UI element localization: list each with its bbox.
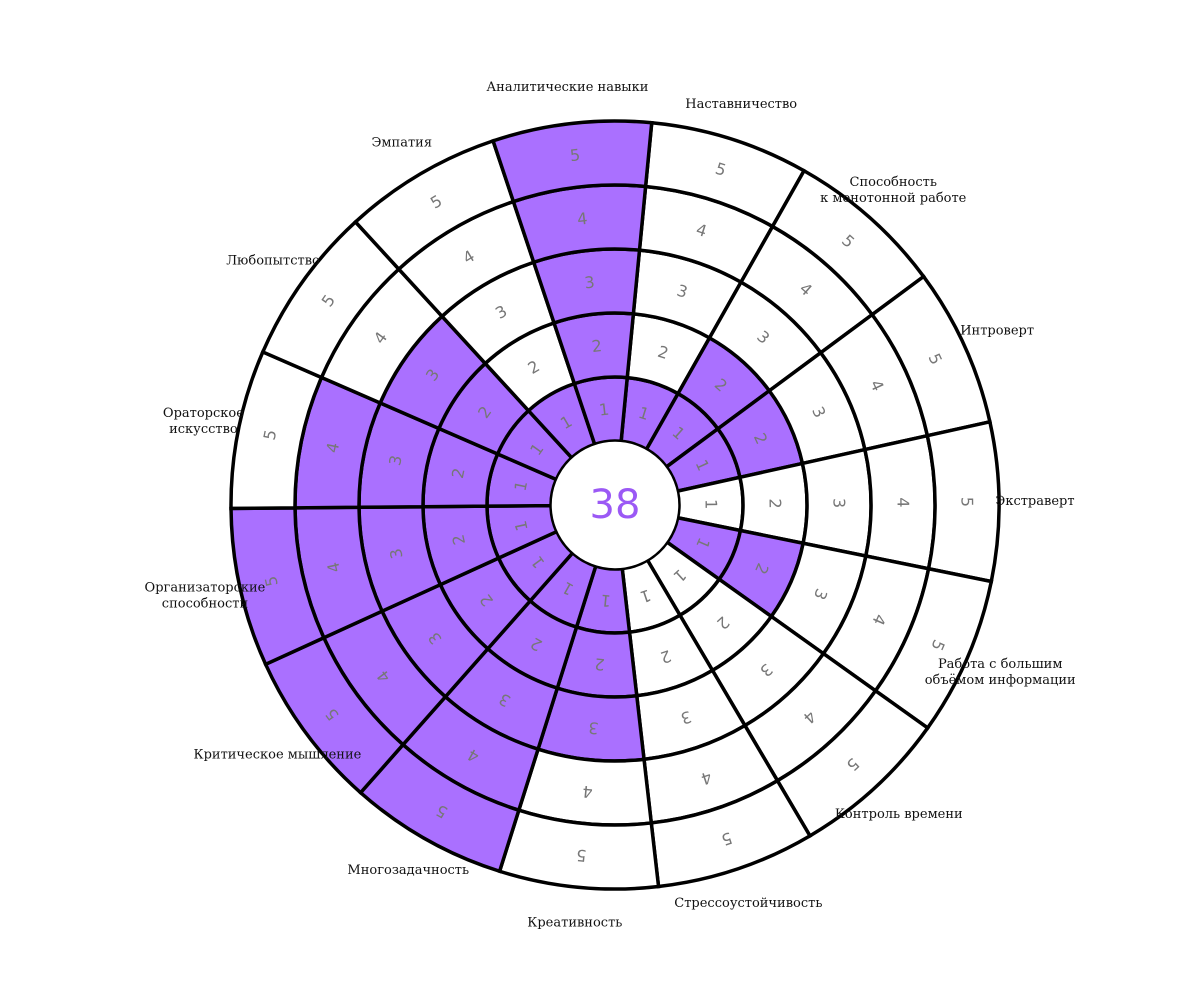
segment-label-3-1: 1 (701, 499, 720, 509)
segment-label-10-3: 3 (386, 546, 407, 560)
segment-label-3-4: 4 (893, 497, 912, 507)
segment-label-7-3: 3 (588, 718, 600, 738)
category-label-6: Стрессоустойчивость (674, 896, 822, 911)
category-label-12: Любопытство (226, 254, 320, 269)
category-label-9: Критическое мышление (194, 747, 362, 762)
category-label-7: Креативность (527, 916, 622, 931)
segment-label-3-2: 2 (765, 498, 784, 508)
segment-label-7-2: 2 (594, 654, 606, 674)
segment-label-11-1: 1 (511, 479, 532, 493)
segment-label-14-2: 2 (591, 336, 603, 356)
ring-outlines-group (230, 120, 1000, 890)
segment-label-7-4: 4 (581, 782, 593, 802)
segment-label-3-5: 5 (957, 497, 976, 507)
segment-label-10-4: 4 (323, 560, 344, 574)
segment-label-7-1: 1 (600, 591, 612, 611)
category-label-1: Способность к монотонной работе (820, 175, 967, 206)
category-label-2: Интроверт (960, 323, 1034, 338)
outer-ring (230, 120, 1000, 890)
segment-label-10-2: 2 (448, 533, 469, 547)
category-label-8: Многозадачность (347, 863, 469, 878)
segment-label-11-4: 4 (322, 441, 343, 455)
segment-label-10-1: 1 (511, 519, 532, 533)
category-label-14: Аналитические навыки (486, 80, 648, 95)
center-circle (550, 440, 680, 570)
segment-label-11-3: 3 (385, 454, 406, 468)
category-label-10: Организаторские способности (145, 580, 266, 611)
total-score: 38 (590, 482, 641, 528)
segments-group (229, 119, 1001, 891)
segment-label-14-1: 1 (598, 400, 610, 420)
segment-label-14-5: 5 (569, 145, 581, 165)
segment-label-11-2: 2 (448, 466, 469, 480)
category-labels-group: Наставничество Способность к монотонной ра… (145, 80, 1076, 930)
category-label-13: Эмпатия (371, 136, 432, 151)
segment-label-10-5: 5 (261, 574, 282, 588)
category-label-3: Экстраверт (995, 494, 1074, 509)
category-label-0: Наставничество (685, 97, 797, 112)
category-label-4: Работа с большим объёмом информации (925, 657, 1076, 688)
segment-label-11-5: 5 (260, 428, 281, 442)
segment-label-14-3: 3 (583, 272, 595, 292)
segment-label-7-5: 5 (575, 845, 587, 865)
category-label-5: Контроль времени (835, 807, 963, 822)
segment-label-3-3: 3 (829, 498, 848, 508)
segment-label-14-4: 4 (576, 209, 588, 229)
category-label-11: Ораторское искусство (163, 406, 244, 437)
